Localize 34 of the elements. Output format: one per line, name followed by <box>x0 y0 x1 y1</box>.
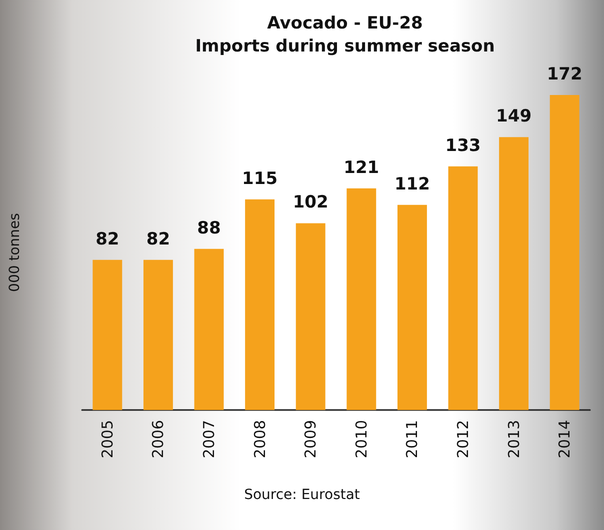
x-tick-label: 2009 <box>302 420 320 458</box>
data-label: 112 <box>394 174 430 194</box>
y-axis-title: 000 tonnes <box>7 213 23 292</box>
data-label: 172 <box>546 64 582 84</box>
bar <box>397 204 427 410</box>
source-note: Source: Eurostat <box>244 487 360 503</box>
bar <box>245 199 275 410</box>
bar <box>550 95 580 410</box>
bar <box>296 223 326 410</box>
x-tick-label: 2011 <box>403 420 422 458</box>
chart-title: Avocado - EU-28 <box>267 14 423 34</box>
bar <box>92 260 122 410</box>
data-label: 102 <box>292 192 328 213</box>
data-label: 115 <box>242 168 278 189</box>
data-label: 133 <box>445 136 481 156</box>
x-tick-label: 2014 <box>556 420 574 458</box>
bar <box>143 260 173 410</box>
bar <box>194 248 224 410</box>
x-tick-label: 2006 <box>149 420 168 458</box>
x-tick-label: 2008 <box>250 420 269 458</box>
data-label: 82 <box>96 229 120 250</box>
x-tick-label: 2005 <box>98 420 116 458</box>
data-label: 149 <box>496 106 532 127</box>
x-tick-label: 2013 <box>504 420 523 458</box>
x-tick-label: 2010 <box>352 420 370 458</box>
x-tick-label: 2007 <box>200 420 218 458</box>
data-label: 88 <box>197 218 221 238</box>
chart-subtitle: Imports during summer season <box>195 36 495 56</box>
bar <box>448 166 478 410</box>
bar <box>499 137 529 410</box>
data-label: 82 <box>146 229 170 250</box>
bar <box>346 188 376 410</box>
data-label: 121 <box>344 158 380 178</box>
x-tick-label: 2012 <box>454 420 472 458</box>
